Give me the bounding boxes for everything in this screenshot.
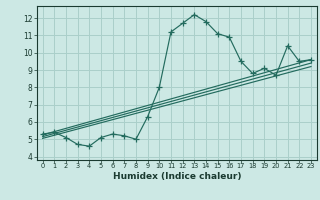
X-axis label: Humidex (Indice chaleur): Humidex (Indice chaleur) [113,172,241,181]
